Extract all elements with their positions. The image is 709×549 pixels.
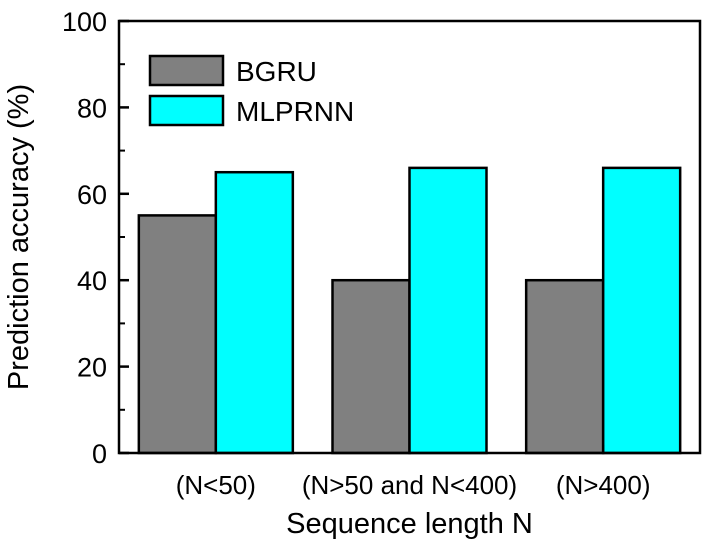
y-tick-label: 0 xyxy=(92,439,107,469)
axes-group: 0 20 40 60 80 100 xyxy=(62,7,702,469)
bar-mlprnn-2 xyxy=(408,166,488,455)
bars-group: (N<50) (N>50 and N<400) (N>400) xyxy=(137,166,682,500)
x-axis-label: Sequence length N xyxy=(286,508,533,540)
y-tick-label: 40 xyxy=(77,266,107,296)
legend-label-bgru: BGRU xyxy=(236,56,317,87)
y-tick-label: 100 xyxy=(62,7,107,37)
legend: BGRU MLPRNN xyxy=(148,54,354,127)
legend-label-mlprnn: MLPRNN xyxy=(236,96,354,127)
y-axis-label: Prediction accuracy (%) xyxy=(3,84,35,390)
y-tick-label: 80 xyxy=(77,93,107,123)
legend-swatch-bgru xyxy=(148,54,225,87)
bar-mlprnn-3 xyxy=(601,166,682,455)
legend-swatch-mlprnn xyxy=(148,94,225,127)
bar-bgru-2 xyxy=(331,278,411,455)
x-tick-label: (N<50) xyxy=(176,470,256,500)
x-tick-label: (N>50 and N<400) xyxy=(302,470,517,500)
bar-bgru-3 xyxy=(524,278,605,455)
y-tick-label: 20 xyxy=(77,353,107,383)
x-tick-label: (N>400) xyxy=(556,470,651,500)
y-tick-label: 60 xyxy=(77,180,107,210)
bar-mlprnn-1 xyxy=(214,170,295,455)
bar-bgru-1 xyxy=(137,214,218,455)
